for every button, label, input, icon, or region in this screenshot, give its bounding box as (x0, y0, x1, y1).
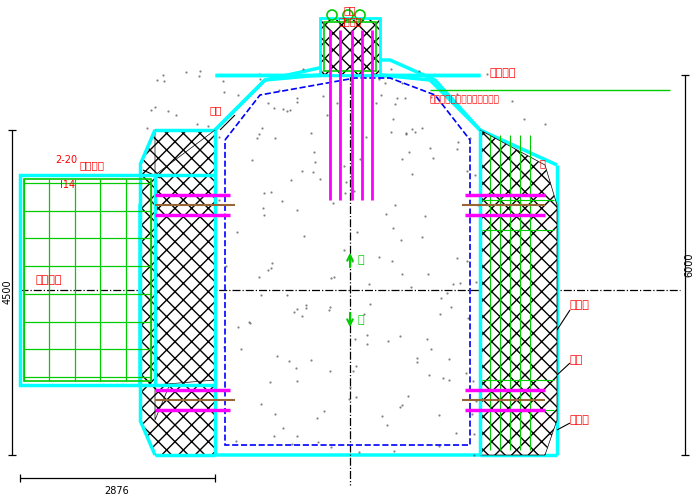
Text: 中部平台: 中部平台 (35, 275, 61, 285)
Text: 6000: 6000 (684, 253, 694, 277)
Text: 护栏: 护栏 (570, 355, 583, 365)
Polygon shape (140, 130, 215, 455)
Bar (324, 22, 376, 71)
Text: 滑道: 滑道 (344, 5, 356, 15)
Bar (24, 179, 151, 381)
Text: Ⅰ14: Ⅰ14 (60, 180, 75, 190)
Polygon shape (480, 130, 557, 455)
Text: 走道板: 走道板 (570, 300, 590, 310)
Polygon shape (155, 130, 215, 385)
Polygon shape (155, 130, 215, 420)
Polygon shape (140, 60, 555, 455)
Text: 2876: 2876 (105, 486, 130, 496)
Bar (320, 18, 380, 75)
Text: 北: 北 (358, 255, 365, 265)
Text: 2-20: 2-20 (55, 155, 77, 165)
Text: 4500: 4500 (3, 279, 13, 304)
Text: 扒杆: 扒杆 (210, 105, 222, 115)
Text: 三角架: 三角架 (570, 415, 590, 425)
Text: 工作平台: 工作平台 (490, 68, 516, 78)
Text: 安装与拆除超限卷扬机平台用: 安装与拆除超限卷扬机平台用 (430, 95, 500, 104)
Text: 通行架上: 通行架上 (338, 16, 362, 26)
Bar (320, 18, 380, 75)
Bar (20, 175, 155, 385)
Text: 南: 南 (358, 315, 365, 325)
Text: 护: 护 (540, 158, 546, 168)
Text: 工作平台: 工作平台 (80, 160, 105, 170)
